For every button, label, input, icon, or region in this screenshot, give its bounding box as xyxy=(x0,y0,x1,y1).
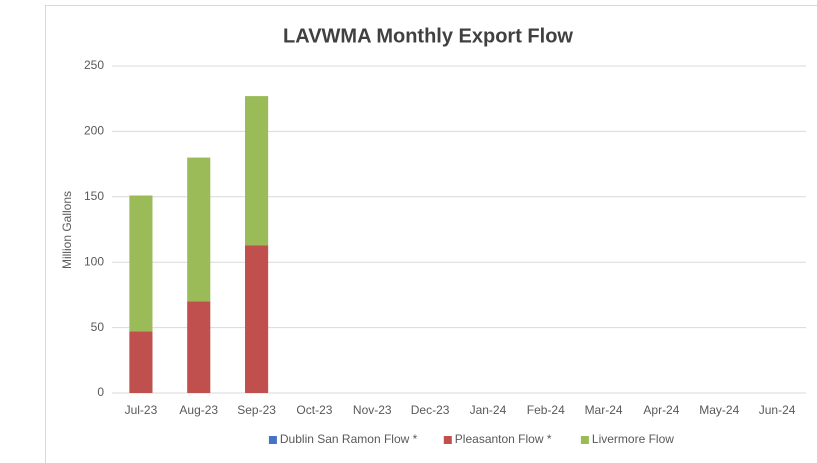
x-tick-label: May-24 xyxy=(699,403,739,417)
bar-segment xyxy=(245,96,269,246)
bar-segment xyxy=(187,157,211,302)
x-tick-label: Nov-23 xyxy=(353,403,392,417)
bar-segment xyxy=(129,195,153,332)
y-tick-label: 200 xyxy=(84,124,104,138)
legend-swatch xyxy=(580,436,589,444)
x-tick-label: Dec-23 xyxy=(411,403,450,417)
y-tick-label: 100 xyxy=(84,254,104,268)
chart-title: LAVWMA Monthly Export Flow xyxy=(283,25,573,47)
bar-segment xyxy=(129,331,153,393)
bar-segment xyxy=(245,245,269,393)
y-axis-label: Million Gallons xyxy=(60,191,74,269)
legend-swatch xyxy=(268,436,277,444)
y-tick-label: 150 xyxy=(84,189,104,203)
legend-swatch xyxy=(443,436,452,444)
legend-label: Livermore Flow xyxy=(592,432,674,446)
y-tick-label: 0 xyxy=(97,385,104,399)
chart-frame xyxy=(45,5,817,463)
y-tick-label: 50 xyxy=(91,320,105,334)
x-tick-label: Jun-24 xyxy=(759,403,796,417)
y-tick-label: 250 xyxy=(84,58,104,72)
x-tick-label: Oct-23 xyxy=(296,403,332,417)
x-tick-label: Feb-24 xyxy=(527,403,565,417)
x-tick-label: Mar-24 xyxy=(585,403,623,417)
x-tick-label: Aug-23 xyxy=(179,403,218,417)
x-tick-label: Jul-23 xyxy=(125,403,158,417)
legend-label: Dublin San Ramon Flow * xyxy=(280,432,418,446)
legend-label: Pleasanton Flow * xyxy=(455,432,552,446)
x-tick-label: Apr-24 xyxy=(643,403,679,417)
x-tick-label: Jan-24 xyxy=(470,403,507,417)
x-tick-label: Sep-23 xyxy=(237,403,276,417)
bar-segment xyxy=(187,301,211,393)
